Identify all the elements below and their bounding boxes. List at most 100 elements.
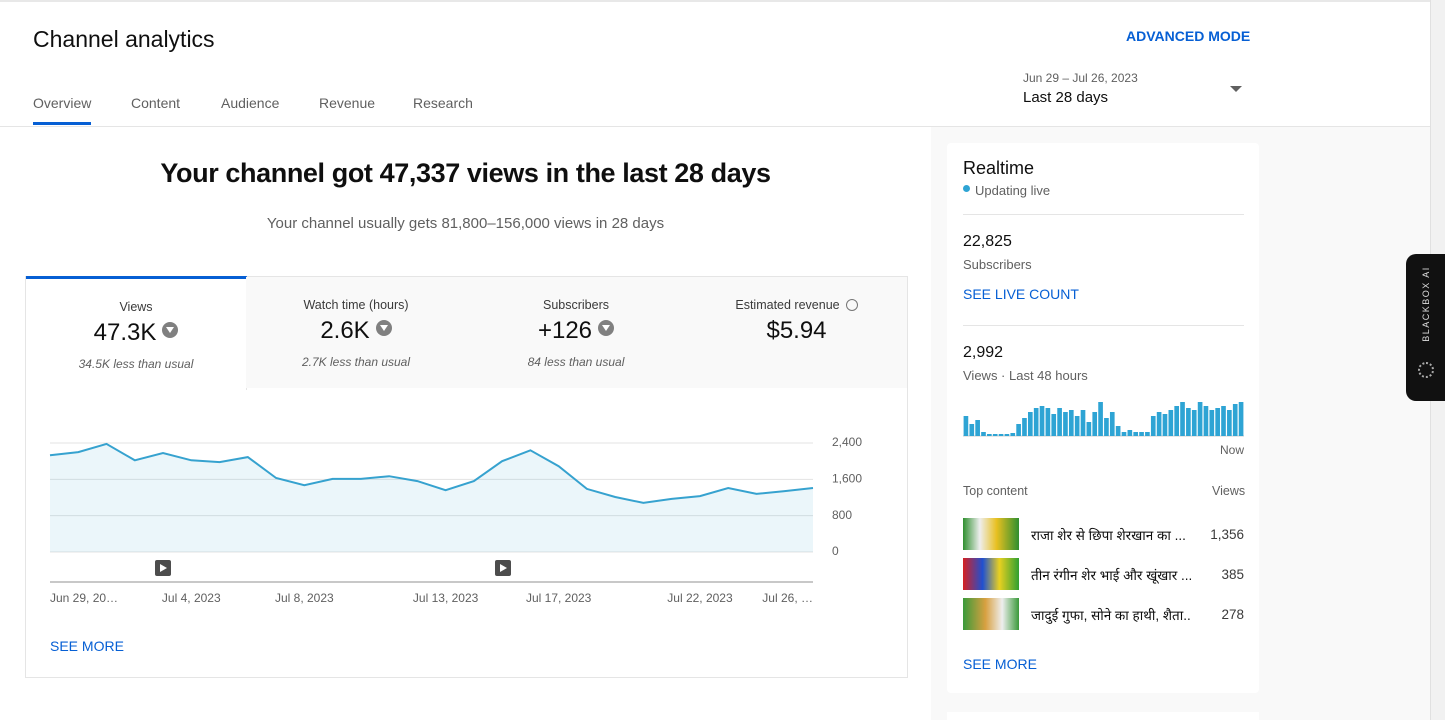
bar xyxy=(1057,408,1062,436)
metric-note: 2.7K less than usual xyxy=(301,355,411,369)
advanced-mode-button[interactable]: ADVANCED MODE xyxy=(1126,28,1251,44)
metric-tab[interactable]: Watch time (hours) 2.6K 2.7K less than u… xyxy=(246,277,467,388)
see-more-link[interactable]: SEE MORE xyxy=(50,638,124,654)
bar xyxy=(1080,410,1086,436)
content-item[interactable]: जादुई गुफा, सोने का हाथी, शैता... 278 xyxy=(963,598,1244,630)
top-edge xyxy=(0,0,1445,2)
metric-tab[interactable]: Views 47.3K 34.5K less than usual xyxy=(26,276,247,390)
bar xyxy=(1022,418,1027,436)
metric-value: +126 xyxy=(537,317,593,344)
bar xyxy=(1209,410,1215,436)
x-tick-label: Jul 13, 2023 xyxy=(413,591,479,605)
y-tick-label: 2,400 xyxy=(832,435,862,449)
realtime-see-more[interactable]: SEE MORE xyxy=(963,656,1037,672)
metric-label: Estimated revenue xyxy=(735,298,840,312)
period[interactable]: Last 28 days xyxy=(1023,89,1109,106)
bar xyxy=(1191,410,1197,436)
tab-overview[interactable]: Overview xyxy=(33,95,92,111)
bar xyxy=(1133,432,1139,436)
bar xyxy=(1063,412,1068,436)
next-card xyxy=(947,712,1259,720)
bar xyxy=(1139,432,1144,436)
bar xyxy=(1045,408,1051,436)
tab-audience[interactable]: Audience xyxy=(221,95,280,111)
bar xyxy=(1127,430,1133,436)
bar xyxy=(1092,412,1098,436)
x-tick-label: Jul 22, 2023 xyxy=(667,591,733,605)
content-item[interactable]: राजा शेर से छिपा शेरखान का ... 1,356 xyxy=(963,518,1244,550)
bar xyxy=(1180,402,1185,436)
bar xyxy=(1186,408,1191,436)
blackbox-label: BLACKBOX AI xyxy=(1420,266,1431,342)
video-marker[interactable] xyxy=(495,560,511,576)
metric-tab[interactable]: Estimated revenue $5.94 xyxy=(686,277,907,388)
top-content-title: Top content xyxy=(963,484,1028,498)
down-icon xyxy=(598,320,615,336)
bar xyxy=(1051,414,1057,436)
live-count-link[interactable]: SEE LIVE COUNT xyxy=(963,286,1079,302)
bar xyxy=(1121,432,1127,436)
bar xyxy=(981,432,986,436)
metric-label: Views xyxy=(119,300,153,314)
blackbox-tab[interactable]: BLACKBOX AI xyxy=(1406,254,1445,401)
realtime-title: Realtime xyxy=(963,158,1035,178)
down-icon xyxy=(375,320,392,336)
bar xyxy=(975,420,980,436)
metric-value: 2.6K xyxy=(320,317,370,344)
bar xyxy=(1221,406,1226,436)
area-fill xyxy=(50,443,813,552)
bar xyxy=(987,434,992,436)
subline: Your channel usually gets 81,800–156,000… xyxy=(266,215,665,232)
bar xyxy=(1068,410,1074,436)
dropdown-arrow[interactable] xyxy=(1230,86,1242,92)
bar xyxy=(1115,426,1121,436)
overview-card: Views 47.3K 34.5K less than usual Watch … xyxy=(25,276,908,678)
y-tick-label: 1,600 xyxy=(832,472,862,486)
bar xyxy=(1027,412,1033,436)
content-views: 278 xyxy=(1221,607,1244,622)
x-tick-label: Jul 8, 2023 xyxy=(275,591,334,605)
clock-icon xyxy=(845,299,858,311)
tab-research[interactable]: Research xyxy=(413,95,473,111)
bar xyxy=(963,416,969,436)
bar xyxy=(1145,432,1150,436)
bar xyxy=(1033,408,1039,436)
bar xyxy=(1098,402,1103,436)
bar xyxy=(1016,424,1021,436)
y-tick-label: 0 xyxy=(832,544,839,558)
live-dot xyxy=(963,185,970,192)
realtime-chart: Now xyxy=(963,402,1244,457)
content-title: जादुई गुफा, सोने का हाथी, शैता... xyxy=(1031,608,1191,623)
bar xyxy=(1162,414,1168,436)
thumbnail xyxy=(963,598,1019,630)
bar xyxy=(1104,418,1109,436)
video-marker[interactable] xyxy=(155,560,171,576)
content-item[interactable]: तीन रंगीन शेर भाई और खूंखार ... 385 xyxy=(963,558,1244,590)
bar xyxy=(1215,408,1220,436)
down-icon xyxy=(162,322,179,338)
metric-note: 84 less than usual xyxy=(527,355,625,369)
bar xyxy=(998,434,1004,436)
divider xyxy=(963,214,1244,215)
bar xyxy=(1150,416,1156,436)
x-tick-label: Jun 29, 20… xyxy=(50,591,118,605)
x-tick-label: Jul 4, 2023 xyxy=(162,591,221,605)
divider xyxy=(963,325,1244,326)
bar xyxy=(1227,410,1232,436)
bar xyxy=(969,424,975,436)
tab-content[interactable]: Content xyxy=(131,95,181,111)
date-range[interactable]: Jun 29 – Jul 26, 2023 xyxy=(1023,71,1138,85)
views-header: Views xyxy=(1212,484,1246,498)
metric-tab[interactable]: Subscribers +126 84 less than usual xyxy=(466,277,687,388)
views-chart: 0 800 1,600 2,400 Jun 29, 20… Jul 4, 2023 Jul … xyxy=(49,435,862,605)
x-tick-label: Jul 26, … xyxy=(762,591,813,605)
bar xyxy=(1039,406,1045,436)
subscriber-label: Subscribers xyxy=(963,257,1032,272)
bar xyxy=(1004,434,1010,436)
thumbnail xyxy=(963,558,1019,590)
bar xyxy=(1010,433,1016,436)
header-divider xyxy=(0,126,1430,127)
tab-underline xyxy=(33,122,91,125)
tab-revenue[interactable]: Revenue xyxy=(319,95,376,111)
